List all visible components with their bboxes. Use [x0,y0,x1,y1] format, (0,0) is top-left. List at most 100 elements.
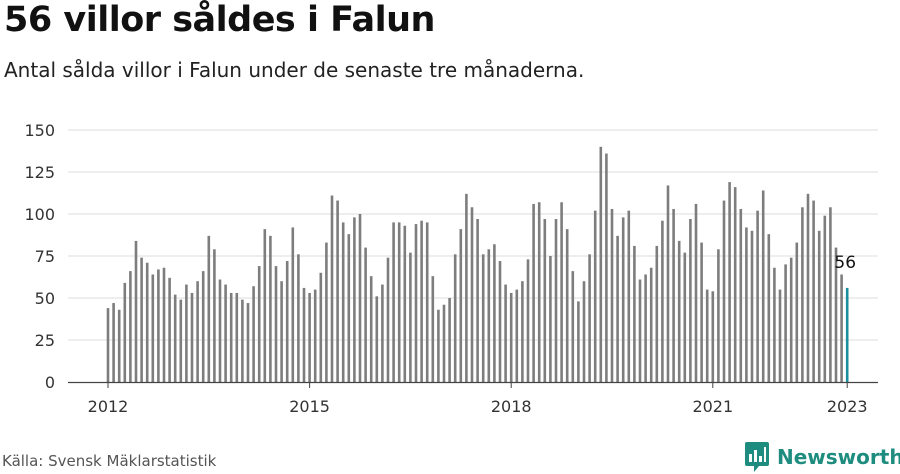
bar [448,298,451,382]
bar [263,229,267,382]
bar [493,244,496,382]
bar [168,277,171,382]
source-note: Källa: Svensk Mäklarstatistik [2,452,217,470]
bar [756,210,759,382]
bar [246,303,250,382]
highlight-bar [845,287,849,382]
bar [823,215,827,382]
bar [129,271,132,382]
bar [717,249,720,382]
bar [689,219,692,382]
bar [593,210,597,382]
bar [515,289,519,382]
bar [269,235,272,382]
bar [588,254,591,382]
bar [358,214,362,382]
bar [605,153,608,382]
bar [313,289,317,382]
bar [532,203,535,382]
bar [207,235,211,382]
bar [302,287,306,382]
chart-title: 56 villor såldes i Falun [4,0,435,40]
bar [162,267,166,382]
bar [112,303,115,382]
bar [521,281,524,382]
bar [274,266,278,382]
bar [369,276,373,382]
x-tick-label: 2015 [289,397,330,416]
bar [364,247,367,382]
bar [795,242,799,382]
bar [470,207,474,382]
bar [560,202,563,382]
bar [789,257,793,382]
bar [330,195,334,382]
bar [722,200,726,382]
bar [285,261,289,382]
bar [442,304,446,382]
bar-chart: 0 25 50 75 100 125 150 2012 2015 2018 2021 2023 56 [24,121,878,416]
bar [694,203,698,382]
data-label: 56 [834,253,856,273]
bar [297,254,300,382]
y-tick-label: 75 [35,247,55,266]
brand-name: Newsworthy [777,445,900,469]
y-tick-label: 50 [35,289,55,308]
bar [683,252,687,382]
bar [465,193,468,382]
bar [140,257,143,382]
bar [621,217,625,382]
bar [185,284,188,382]
bar [504,284,507,382]
bar [151,274,155,382]
bar [582,281,586,382]
bar [241,299,244,382]
bar [773,267,776,382]
bar [425,222,429,382]
bar [386,257,390,382]
bar [745,227,748,382]
bar [829,207,832,382]
bar [196,281,199,382]
bar [308,292,311,382]
brand-logo[interactable]: Newsworthy [745,442,900,472]
bar [459,229,463,382]
bar [711,291,715,382]
y-tick-label: 0 [45,373,55,392]
bar [431,276,435,382]
bar [123,282,127,382]
bar [498,261,502,382]
bar [145,262,149,382]
bar [543,219,547,382]
bar [767,234,771,382]
x-tick-label: 2012 [88,397,129,416]
bar [190,292,194,382]
bar [700,242,703,382]
bar [173,294,177,382]
x-tick-label: 2018 [491,397,532,416]
y-tick-label: 125 [24,163,55,182]
bar [801,207,804,382]
bar [218,279,222,382]
bar [375,296,379,382]
bar [437,309,440,382]
bar [252,286,255,382]
bar [834,247,838,382]
chart-subtitle: Antal sålda villor i Falun under de sena… [4,58,585,82]
bar [571,271,575,382]
bar [235,292,239,382]
bar [655,245,659,382]
bar [453,254,457,382]
bar [599,146,603,382]
bar [291,227,295,382]
y-tick-label: 150 [24,121,55,140]
bar [336,200,339,382]
bar [761,190,765,382]
bar [476,219,479,382]
bar [728,182,731,382]
bar [649,267,653,382]
bar [487,249,491,382]
bar [537,202,541,382]
bar [565,229,569,382]
bar [403,225,407,382]
